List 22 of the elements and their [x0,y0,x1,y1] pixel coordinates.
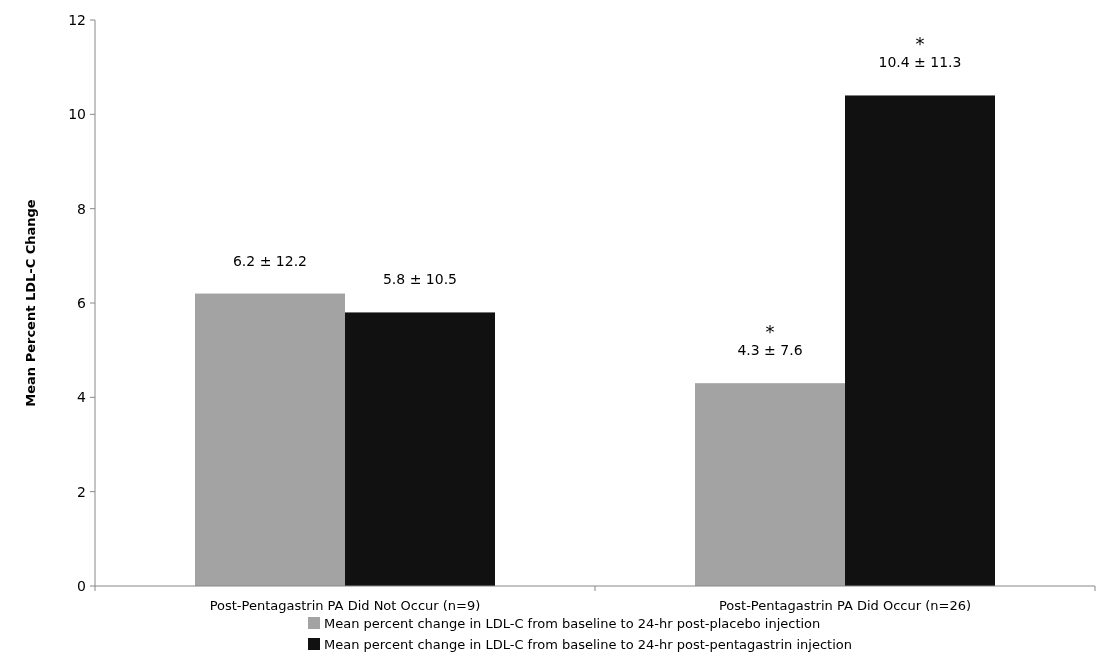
data-label: 4.3 ± 7.6 [737,342,803,359]
legend-label: Mean percent change in LDL-C from baseline to 24-hr post-placebo injection [324,616,821,631]
y-axis-title: Mean Percent LDL-C Change [23,199,38,407]
y-tick-label: 8 [77,200,86,217]
y-tick-label: 2 [77,483,86,500]
y-tick-label: 12 [68,12,86,28]
data-label: 10.4 ± 11.3 [878,54,962,71]
data-label: 6.2 ± 12.2 [232,252,308,269]
x-tick-label: Post-Pentagastrin PA Did Occur (n=26) [718,598,972,613]
bar [845,95,995,586]
legend-label: Mean percent change in LDL-C from baseline to 24-hr post-pentagastrin injection [324,637,852,652]
data-label: 5.8 ± 10.5 [382,271,458,288]
x-tick-label: Post-Pentagastrin PA Did Not Occur (n=9) [209,598,481,613]
annotation: * [915,33,925,55]
bar [695,383,845,586]
annotation: * [765,321,775,343]
y-tick-label: 0 [77,578,86,594]
y-tick-label: 6 [77,295,87,311]
bar [195,293,345,586]
y-tick-label: 4 [77,389,87,406]
y-tick-label: 10 [68,106,86,123]
bar [345,312,495,586]
